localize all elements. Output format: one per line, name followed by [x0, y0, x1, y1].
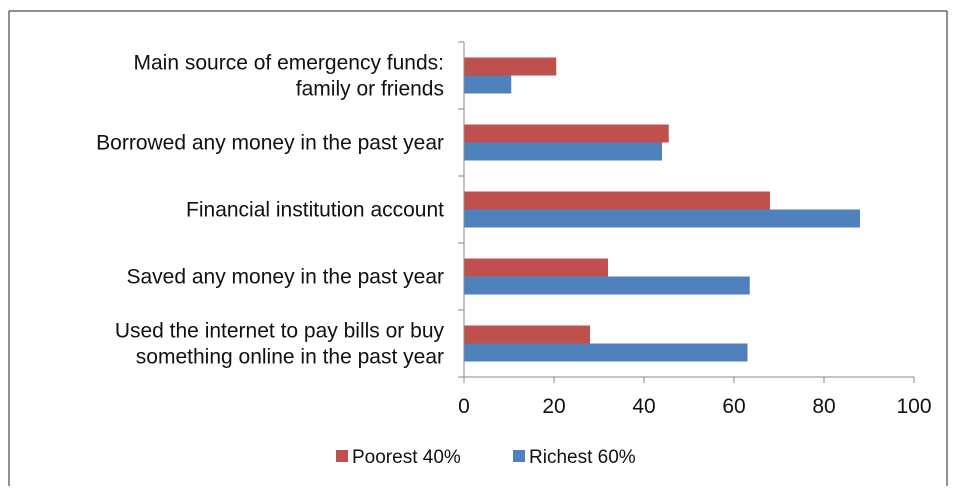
category-label-3: Saved any money in the past year	[126, 266, 444, 289]
category-label-line: something online in the past year	[136, 346, 444, 369]
legend-label-richest: Richest 60%	[529, 447, 636, 468]
category-label-line: Saved any money in the past year	[126, 266, 444, 289]
category-label-4: Used the internet to pay bills or buy som…	[115, 320, 445, 369]
x-tick-label-0: 0	[458, 395, 470, 418]
bar-richest-2	[464, 209, 860, 228]
legend-label-poorest: Poorest 40%	[352, 447, 461, 468]
bars-group	[464, 57, 860, 362]
bar-poorest-1	[464, 124, 669, 143]
category-label-line: Financial institution account	[186, 199, 444, 222]
x-tick-label-40: 40	[632, 395, 655, 418]
category-label-1: Borrowed any money in the past year	[96, 132, 444, 155]
category-label-line: Borrowed any money in the past year	[96, 132, 444, 155]
bar-poorest-3	[464, 258, 608, 277]
bar-poorest-0	[464, 57, 557, 76]
category-label-0: Main source of emergency funds: family or…	[134, 52, 445, 101]
bar-richest-0	[464, 75, 512, 94]
category-label-line: Used the internet to pay bills or buy	[115, 320, 445, 343]
x-axis: 0 20 40 60 80 100	[458, 41, 932, 418]
bar-richest-3	[464, 276, 750, 295]
legend-swatch-poorest	[336, 450, 348, 462]
x-tick-label-80: 80	[812, 395, 835, 418]
category-labels: Main source of emergency funds: family or…	[96, 52, 444, 369]
bar-richest-1	[464, 142, 662, 161]
category-label-line: family or friends	[296, 78, 444, 101]
bar-richest-4	[464, 343, 748, 362]
legend-swatch-richest	[513, 450, 525, 462]
x-tick-label-20: 20	[542, 395, 565, 418]
x-tick-label-60: 60	[722, 395, 745, 418]
x-tick-label-100: 100	[896, 395, 931, 418]
bar-poorest-2	[464, 191, 770, 210]
legend: Poorest 40% Richest 60%	[336, 447, 636, 468]
bar-poorest-4	[464, 325, 590, 344]
category-label-line: Main source of emergency funds:	[134, 52, 445, 75]
category-label-2: Financial institution account	[186, 199, 444, 222]
